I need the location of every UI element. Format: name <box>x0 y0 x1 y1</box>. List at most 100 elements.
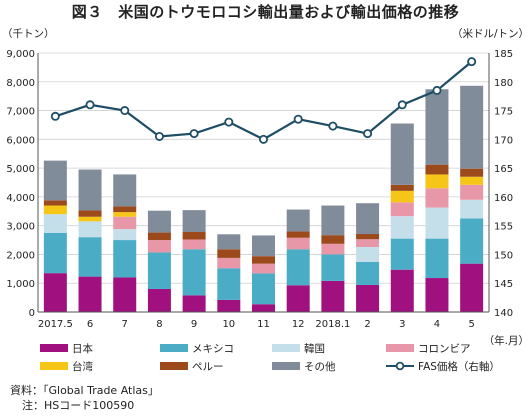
x-tick-label: 10 <box>222 319 235 330</box>
y-left-tick-label: 9,000 <box>6 49 35 60</box>
chart: （千トン） （米ドル/トン） 0 1,000 2,000 3,000 4,000 5,000 6… <box>2 27 529 373</box>
bar-segment <box>147 288 171 312</box>
bar-segment <box>356 246 380 262</box>
x-tick-label: 2 <box>364 319 370 330</box>
bar-segment <box>43 200 67 206</box>
legend-label: FAS価格（右軸） <box>418 360 500 373</box>
bar-segment <box>425 89 449 165</box>
legend-swatch <box>40 344 68 352</box>
bar-segment <box>113 240 137 278</box>
legend-label: コロンビア <box>418 343 471 355</box>
bar-segment <box>43 273 67 312</box>
legend-swatch <box>272 344 300 352</box>
legend-swatch <box>160 344 188 352</box>
bar-segment <box>425 188 449 208</box>
bar-segment <box>43 205 67 215</box>
bar-segment <box>425 238 449 279</box>
y-right-tick-label: 140 <box>494 308 513 319</box>
bar-segment <box>217 249 241 258</box>
source-note: 資料：「Global Trade Atlas」 <box>10 384 159 397</box>
bar-segment <box>356 239 380 247</box>
line-point <box>120 106 130 116</box>
y-right-tick-label: 180 <box>494 78 513 89</box>
bar-segment <box>217 299 241 312</box>
bar-segment <box>286 249 310 286</box>
hs-code-note: 注：HSコード100590 <box>22 399 135 412</box>
y-right-tick-label: 160 <box>494 193 513 204</box>
chart-title: 図３ 米国のトウモロコシ輸出量および輸出価格の推移 <box>71 3 460 21</box>
y-left-unit: （千トン） <box>2 28 55 40</box>
y-right-tick-label: 145 <box>494 279 513 290</box>
bar-segment <box>43 214 67 233</box>
bar-segment <box>78 237 102 277</box>
legend-label: ペルー <box>192 361 224 373</box>
legend-label: メキシコ <box>192 343 234 355</box>
bar-segment <box>425 278 449 312</box>
bar-segment <box>113 216 137 230</box>
x-tick-label: 6 <box>87 319 93 330</box>
legend-marker <box>395 361 405 371</box>
bar-segment <box>356 284 380 312</box>
y-left-tick-label: 0 <box>29 308 35 319</box>
bar-segment <box>113 212 137 217</box>
bar-segment <box>460 168 484 177</box>
bar-segment <box>286 209 310 232</box>
bar-segment <box>460 263 484 312</box>
bar-segment <box>390 184 414 191</box>
bar-segment <box>460 184 484 200</box>
line-point <box>328 121 338 131</box>
y-right-tick-label: 155 <box>494 222 513 233</box>
bar-segment <box>356 203 380 235</box>
bar-segment <box>217 234 241 250</box>
bar-segment <box>460 85 484 169</box>
line-point <box>467 57 477 67</box>
y-right-tick-label: 165 <box>494 164 513 175</box>
legend-swatch <box>272 362 300 370</box>
x-axis-unit: （年.月） <box>484 334 529 347</box>
bar-segment <box>113 229 137 241</box>
bar-segment <box>252 304 275 312</box>
line-point <box>224 117 234 127</box>
bar-segment <box>321 205 345 236</box>
bar-segment <box>147 210 171 233</box>
line-point <box>189 129 199 139</box>
bar-segment <box>425 207 449 239</box>
bar-segment <box>252 256 275 264</box>
bar-segment <box>147 232 171 241</box>
bar-segment <box>356 234 380 240</box>
legend-label: 台湾 <box>72 360 93 373</box>
legend-label: 日本 <box>72 342 93 355</box>
y-left-tick-label: 2,000 <box>6 250 35 261</box>
bar-segment <box>113 174 137 207</box>
line-point <box>397 100 407 110</box>
bar-segment <box>78 210 102 217</box>
bar-segment <box>321 280 345 312</box>
x-tick-label: 12 <box>292 319 305 330</box>
y-left-tick-label: 1,000 <box>6 279 35 290</box>
bar-segment <box>182 249 206 296</box>
line-point <box>363 129 373 139</box>
x-tick-label: 7 <box>122 319 128 330</box>
x-tick-label: 8 <box>156 319 162 330</box>
line-point <box>50 111 60 121</box>
y-right-tick-label: 185 <box>494 49 513 60</box>
bar-segment <box>78 216 102 222</box>
bar-segment <box>390 269 414 312</box>
bar-segment <box>390 216 414 239</box>
bar-segment <box>252 273 275 305</box>
x-tick-label: 9 <box>191 319 197 330</box>
x-tick-label: 2018.1 <box>315 319 350 330</box>
y-left-tick-label: 6,000 <box>6 135 35 146</box>
line-point <box>154 131 164 141</box>
legend-swatch <box>40 362 68 370</box>
legend-swatch <box>160 362 188 370</box>
bar-segment <box>217 257 241 269</box>
bar-segment <box>78 221 102 238</box>
y-right-tick-label: 175 <box>494 107 513 118</box>
bar-segment <box>321 254 345 281</box>
bar-segment <box>182 231 206 240</box>
bar-segment <box>390 202 414 217</box>
line-point <box>258 134 268 144</box>
bar-segment <box>460 199 484 219</box>
bar-segment <box>182 295 206 312</box>
